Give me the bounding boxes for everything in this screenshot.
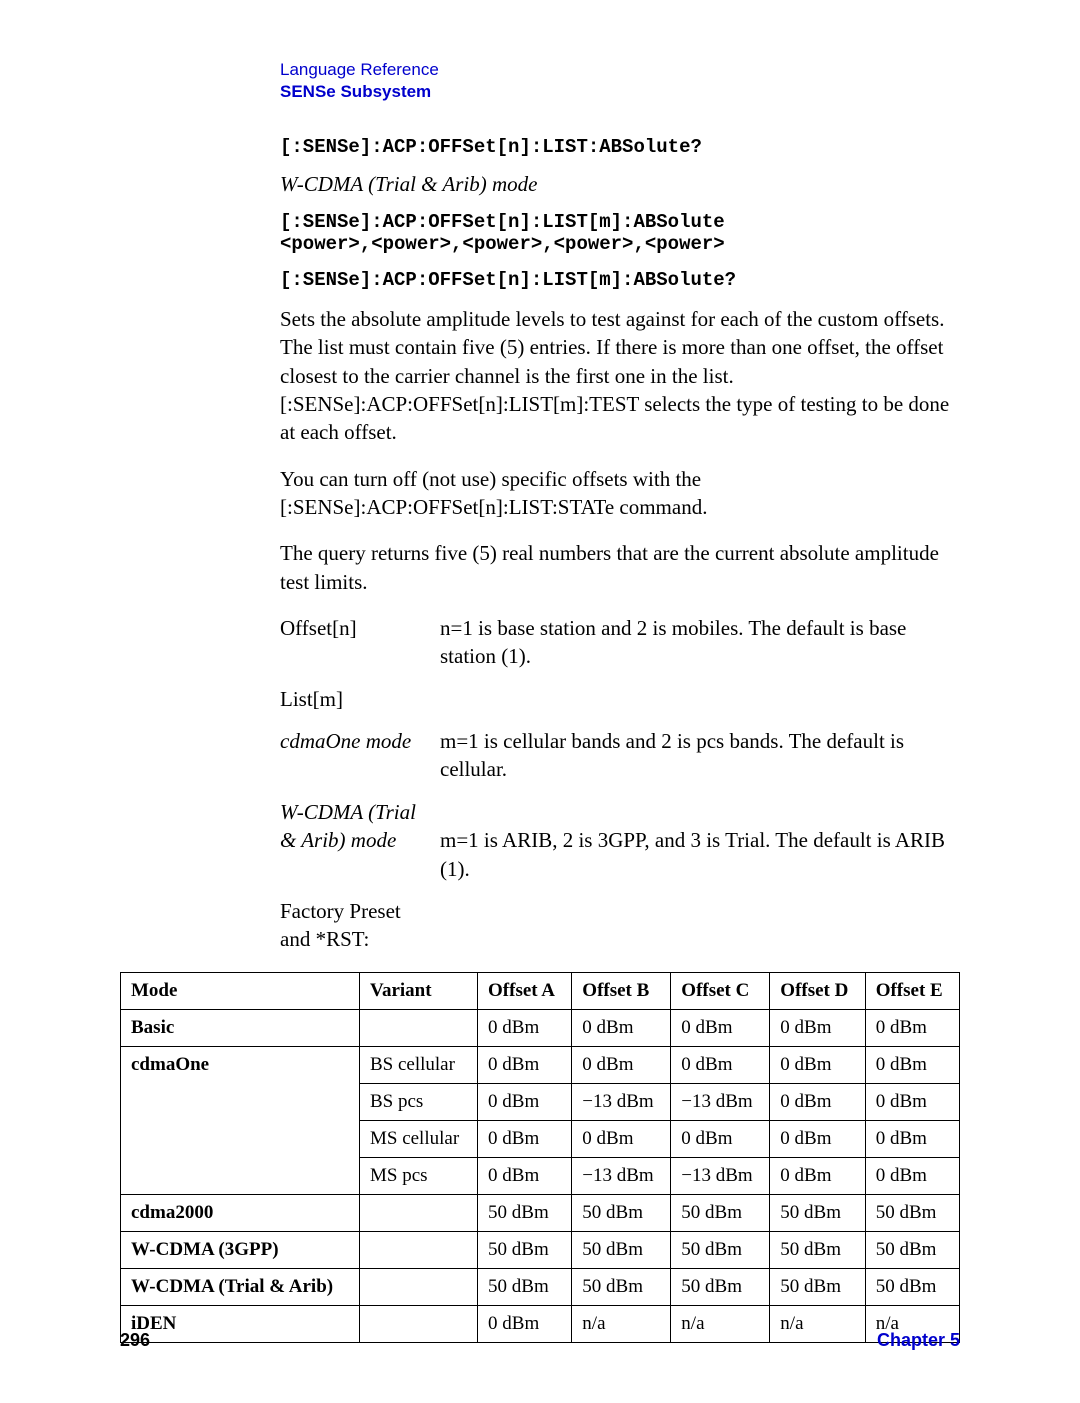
cell-a: 0 dBm xyxy=(478,1157,572,1194)
def-term-list: List[m] xyxy=(280,685,440,713)
page-number: 296 xyxy=(120,1330,150,1351)
table-row: W-CDMA (Trial & Arib)50 dBm50 dBm50 dBm5… xyxy=(121,1268,960,1305)
cell-b: 0 dBm xyxy=(572,1120,671,1157)
cell-c: 50 dBm xyxy=(671,1268,770,1305)
cell-c: 0 dBm xyxy=(671,1046,770,1083)
preset-table: Mode Variant Offset A Offset B Offset C … xyxy=(120,972,960,1343)
cell-e: 0 dBm xyxy=(865,1120,959,1157)
def-desc-wcdma: m=1 is ARIB, 2 is 3GPP, and 3 is Trial. … xyxy=(440,826,960,883)
paragraph-3: The query returns five (5) real numbers … xyxy=(280,539,960,596)
th-offset-d: Offset D xyxy=(770,972,865,1009)
cell-d: 50 dBm xyxy=(770,1268,865,1305)
def-term-wcdma-2: & Arib) mode xyxy=(280,826,440,883)
mode-label-wcdma: W-CDMA (Trial & Arib) mode xyxy=(280,172,960,197)
cell-c: −13 dBm xyxy=(671,1157,770,1194)
cell-b: 50 dBm xyxy=(572,1268,671,1305)
code-set-line2: <power>,<power>,<power>,<power>,<power> xyxy=(280,233,960,255)
cell-c: 0 dBm xyxy=(671,1120,770,1157)
table-row: cdmaOneBS cellular0 dBm0 dBm0 dBm0 dBm0 … xyxy=(121,1046,960,1083)
cell-variant xyxy=(359,1231,477,1268)
cell-e: 0 dBm xyxy=(865,1157,959,1194)
factory-preset-label-2: and *RST: xyxy=(280,925,960,953)
cell-variant xyxy=(359,1268,477,1305)
def-term-offset: Offset[n] xyxy=(280,614,440,671)
cell-a: 0 dBm xyxy=(478,1083,572,1120)
cell-e: 0 dBm xyxy=(865,1083,959,1120)
cell-b: 0 dBm xyxy=(572,1046,671,1083)
cell-a: 0 dBm xyxy=(478,1009,572,1046)
th-offset-b: Offset B xyxy=(572,972,671,1009)
def-desc-cdmaone: m=1 is cellular bands and 2 is pcs bands… xyxy=(440,727,960,784)
def-term-cdmaone: cdmaOne mode xyxy=(280,727,440,784)
cell-b: −13 dBm xyxy=(572,1083,671,1120)
cell-e: 50 dBm xyxy=(865,1231,959,1268)
th-variant: Variant xyxy=(359,972,477,1009)
cell-variant xyxy=(359,1009,477,1046)
cell-b: 50 dBm xyxy=(572,1194,671,1231)
cell-d: 0 dBm xyxy=(770,1046,865,1083)
cell-mode: cdma2000 xyxy=(121,1194,360,1231)
page-footer: 296 Chapter 5 xyxy=(120,1330,960,1351)
cell-e: 50 dBm xyxy=(865,1194,959,1231)
cell-e: 0 dBm xyxy=(865,1046,959,1083)
table-row: W-CDMA (3GPP)50 dBm50 dBm50 dBm50 dBm50 … xyxy=(121,1231,960,1268)
cell-a: 0 dBm xyxy=(478,1120,572,1157)
cell-mode: Basic xyxy=(121,1009,360,1046)
header-reference: Language Reference xyxy=(280,60,960,80)
cell-mode: W-CDMA (Trial & Arib) xyxy=(121,1268,360,1305)
header-subsystem: SENSe Subsystem xyxy=(280,82,960,102)
cell-c: 50 dBm xyxy=(671,1231,770,1268)
cell-d: 50 dBm xyxy=(770,1231,865,1268)
factory-preset-label-1: Factory Preset xyxy=(280,897,960,925)
code-query-2: [:SENSe]:ACP:OFFSet[n]:LIST[m]:ABSolute? xyxy=(280,269,960,291)
definition-cdmaone: cdmaOne mode m=1 is cellular bands and 2… xyxy=(280,727,960,784)
cell-e: 0 dBm xyxy=(865,1009,959,1046)
table-row: Basic0 dBm0 dBm0 dBm0 dBm0 dBm xyxy=(121,1009,960,1046)
cell-b: 0 dBm xyxy=(572,1009,671,1046)
cell-d: 0 dBm xyxy=(770,1157,865,1194)
cell-c: −13 dBm xyxy=(671,1083,770,1120)
def-term-wcdma-1: W-CDMA (Trial xyxy=(280,798,440,826)
cell-a: 50 dBm xyxy=(478,1194,572,1231)
code-query-1: [:SENSe]:ACP:OFFSet[n]:LIST:ABSolute? xyxy=(280,136,960,158)
th-offset-a: Offset A xyxy=(478,972,572,1009)
cell-a: 0 dBm xyxy=(478,1046,572,1083)
table-row: cdma200050 dBm50 dBm50 dBm50 dBm50 dBm xyxy=(121,1194,960,1231)
cell-a: 50 dBm xyxy=(478,1268,572,1305)
cell-variant: MS pcs xyxy=(359,1157,477,1194)
paragraph-2: You can turn off (not use) specific offs… xyxy=(280,465,960,522)
paragraph-1: Sets the absolute amplitude levels to te… xyxy=(280,305,960,447)
cell-d: 50 dBm xyxy=(770,1194,865,1231)
document-page: Language Reference SENSe Subsystem [:SEN… xyxy=(0,0,1080,1403)
cell-d: 0 dBm xyxy=(770,1083,865,1120)
def-desc-list xyxy=(440,685,960,713)
th-mode: Mode xyxy=(121,972,360,1009)
cell-mode: W-CDMA (3GPP) xyxy=(121,1231,360,1268)
cell-variant: MS cellular xyxy=(359,1120,477,1157)
cell-variant: BS cellular xyxy=(359,1046,477,1083)
cell-d: 0 dBm xyxy=(770,1009,865,1046)
cell-a: 50 dBm xyxy=(478,1231,572,1268)
cell-variant: BS pcs xyxy=(359,1083,477,1120)
table-header-row: Mode Variant Offset A Offset B Offset C … xyxy=(121,972,960,1009)
def-desc-offset: n=1 is base station and 2 is mobiles. Th… xyxy=(440,614,960,671)
th-offset-e: Offset E xyxy=(865,972,959,1009)
definition-list: List[m] xyxy=(280,685,960,713)
th-offset-c: Offset C xyxy=(671,972,770,1009)
code-set-line1: [:SENSe]:ACP:OFFSet[n]:LIST[m]:ABSolute xyxy=(280,211,960,233)
cell-c: 50 dBm xyxy=(671,1194,770,1231)
cell-b: 50 dBm xyxy=(572,1231,671,1268)
cell-mode: cdmaOne xyxy=(121,1046,360,1194)
chapter-label: Chapter 5 xyxy=(877,1330,960,1351)
cell-b: −13 dBm xyxy=(572,1157,671,1194)
definition-offset: Offset[n] n=1 is base station and 2 is m… xyxy=(280,614,960,671)
cell-variant xyxy=(359,1194,477,1231)
cell-e: 50 dBm xyxy=(865,1268,959,1305)
definition-wcdma-line1: W-CDMA (Trial xyxy=(280,798,960,826)
cell-d: 0 dBm xyxy=(770,1120,865,1157)
definition-wcdma-line2: & Arib) mode m=1 is ARIB, 2 is 3GPP, and… xyxy=(280,826,960,883)
cell-c: 0 dBm xyxy=(671,1009,770,1046)
